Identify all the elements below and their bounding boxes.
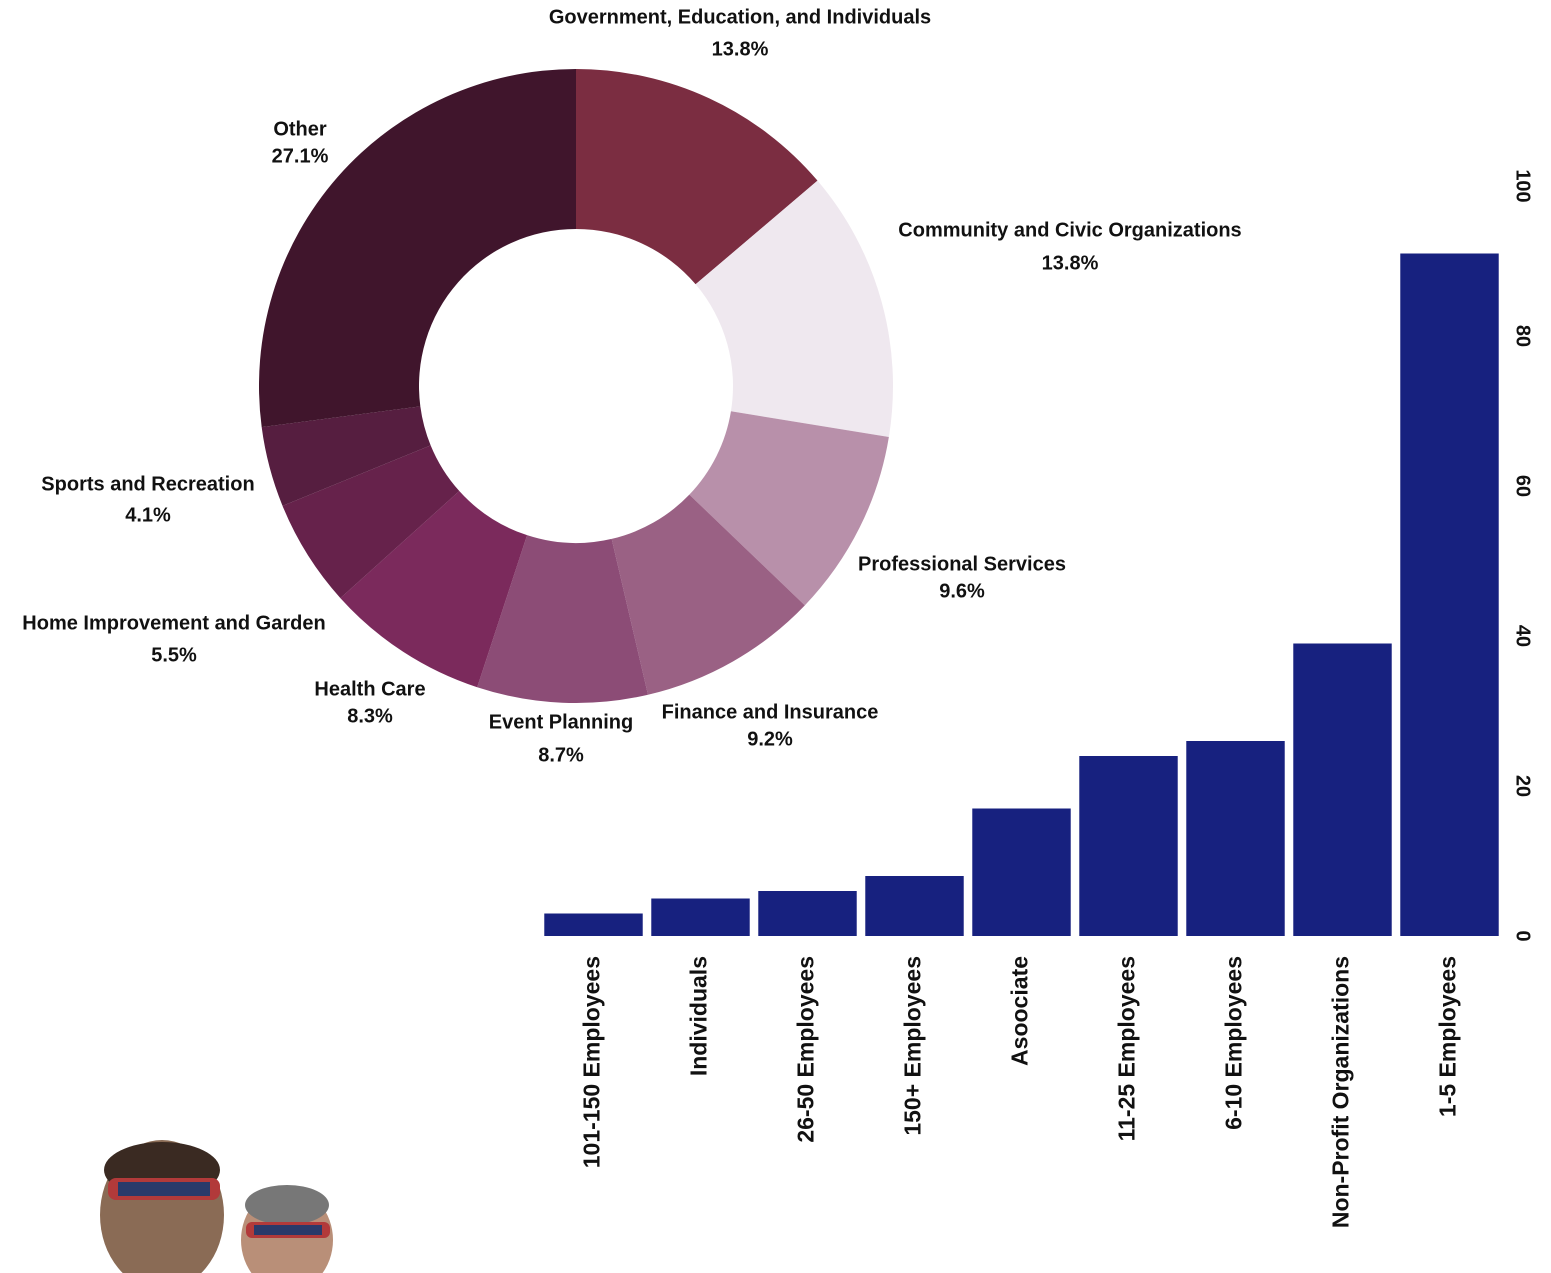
x-tick-label: 11-25 Employees	[1114, 956, 1140, 1141]
bar	[1186, 741, 1285, 936]
donut-slice	[695, 180, 894, 438]
bar	[1400, 253, 1499, 936]
slice-label: Sports and Recreation	[41, 473, 254, 495]
bar	[1293, 643, 1392, 936]
bar	[972, 808, 1071, 936]
donut-slice	[689, 411, 889, 606]
bar	[758, 891, 857, 936]
slice-value-label: 9.6%	[939, 580, 985, 602]
slice-value-label: 5.5%	[151, 644, 197, 666]
bar	[865, 876, 964, 936]
x-tick-label: Asoociate	[1007, 956, 1033, 1066]
x-tick-label: 26-50 Employees	[793, 956, 819, 1143]
donut-slice	[261, 406, 431, 506]
slice-value-label: 8.3%	[347, 705, 393, 727]
donut-slice	[259, 68, 576, 428]
slice-label: Finance and Insurance	[662, 701, 879, 723]
x-tick-label: Individuals	[686, 956, 712, 1076]
y-tick-label: 60	[1512, 475, 1534, 497]
bar	[651, 898, 750, 936]
donut-slice	[340, 491, 528, 688]
slice-value-label: 9.2%	[747, 728, 793, 750]
x-tick-label: Non-Profit Organizations	[1328, 956, 1354, 1228]
donut-slice	[576, 69, 818, 285]
slice-label: Event Planning	[489, 711, 633, 733]
x-tick-label: 150+ Employees	[900, 956, 926, 1136]
y-tick-label: 100	[1512, 169, 1534, 202]
slice-value-label: 27.1%	[272, 145, 329, 167]
x-tick-label: 1-5 Employees	[1435, 956, 1461, 1117]
slice-value-label: 13.8%	[1042, 252, 1099, 274]
slice-value-label: 13.8%	[712, 38, 769, 60]
slice-label: Community and Civic Organizations	[898, 219, 1241, 241]
x-tick-label: 6-10 Employees	[1221, 956, 1247, 1130]
slice-label: Home Improvement and Garden	[22, 612, 325, 634]
donut-slice	[477, 535, 648, 704]
slice-value-label: 8.7%	[538, 744, 584, 766]
y-tick-label: 80	[1512, 325, 1534, 347]
donut-slice	[611, 494, 805, 695]
slice-label: Government, Education, and Individuals	[549, 6, 931, 28]
slice-label: Professional Services	[858, 553, 1066, 575]
y-tick-label: 0	[1512, 930, 1534, 941]
slice-value-label: 4.1%	[125, 504, 171, 526]
bar	[1079, 756, 1178, 936]
slice-label: Other	[273, 118, 327, 140]
slice-label: Health Care	[314, 678, 425, 700]
x-tick-label: 101-150 Employees	[579, 956, 605, 1168]
bar	[544, 913, 643, 936]
y-tick-label: 40	[1512, 625, 1534, 647]
donut-slice	[282, 445, 460, 599]
y-tick-label: 20	[1512, 775, 1534, 797]
photo	[100, 1140, 333, 1273]
